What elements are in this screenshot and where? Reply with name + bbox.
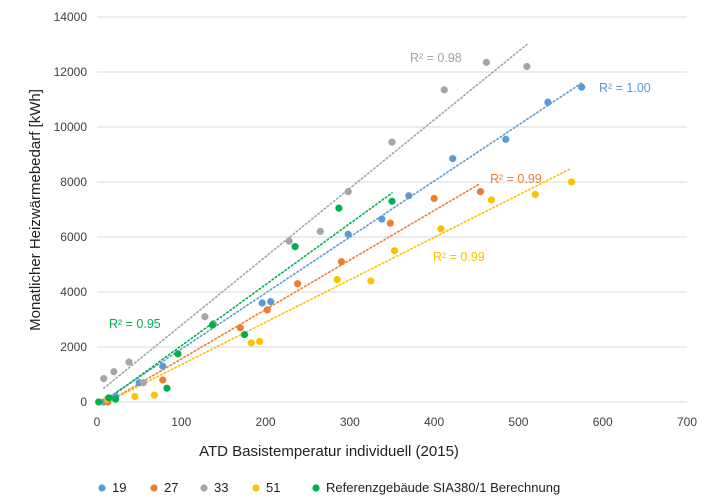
- y-tick-label: 4000: [60, 285, 87, 299]
- data-point: [482, 58, 490, 66]
- x-tick-label: 100: [171, 415, 191, 429]
- data-point: [388, 197, 396, 205]
- y-tick-label: 2000: [60, 340, 87, 354]
- data-point: [208, 321, 217, 329]
- r2-label: R² = 0.95: [109, 317, 161, 331]
- data-point: [440, 86, 448, 94]
- data-point: [291, 243, 299, 251]
- x-tick-label: 500: [508, 415, 528, 429]
- data-point: [258, 299, 266, 307]
- trendline-33: [102, 43, 528, 390]
- data-point: [430, 194, 438, 203]
- data-point: [405, 192, 413, 200]
- data-point: [378, 215, 386, 223]
- data-point: [285, 237, 293, 245]
- legend-label: 19: [112, 480, 126, 495]
- legend-marker: [150, 484, 158, 492]
- trendline-19: [102, 82, 583, 402]
- x-tick-label: 0: [94, 415, 101, 429]
- trendline-27: [107, 182, 482, 403]
- data-point: [386, 219, 394, 227]
- x-tick-label: 400: [424, 415, 444, 429]
- data-point: [201, 313, 209, 321]
- data-point: [247, 339, 255, 347]
- data-point: [344, 230, 352, 238]
- trendlines: [102, 43, 583, 403]
- data-point: [335, 204, 343, 212]
- data-point: [316, 227, 324, 236]
- data-points: [95, 58, 586, 406]
- data-point: [159, 376, 167, 384]
- data-point: [523, 62, 531, 71]
- y-tick-label: 12000: [54, 65, 88, 79]
- data-point: [100, 375, 108, 383]
- data-point: [110, 368, 118, 376]
- data-point: [131, 392, 139, 401]
- legend: 19 27 33 51 Referenzgebäude SIA380/1 Berechn…: [98, 480, 560, 495]
- data-point: [437, 225, 445, 233]
- legend-label: 33: [214, 480, 228, 495]
- r2-labels: R² = 1.00 R² = 0.99 R² = 0.98 R² = 0.99 R² =…: [109, 51, 651, 331]
- data-point: [263, 306, 271, 314]
- data-point: [267, 298, 275, 306]
- data-point: [236, 324, 244, 332]
- x-tick-label: 600: [593, 415, 613, 429]
- data-point: [333, 276, 341, 284]
- data-point: [337, 258, 346, 266]
- trendline-referenzgebäude: [102, 192, 393, 403]
- data-point: [567, 178, 576, 186]
- y-tick-label: 6000: [60, 230, 87, 244]
- data-point: [476, 188, 485, 196]
- legend-marker: [312, 484, 320, 492]
- y-tick-label: 14000: [54, 10, 88, 24]
- legend-marker: [98, 484, 106, 492]
- x-axis-title: ATD Basistemperatur individuell (2015): [199, 443, 459, 460]
- y-axis-title: Monatlicher Heizwärmebedarf [kWh]: [27, 89, 44, 331]
- data-point: [294, 280, 302, 288]
- x-tick-label: 300: [340, 415, 360, 429]
- y-tick-label: 8000: [60, 175, 87, 189]
- data-point: [95, 398, 103, 406]
- y-tick-label: 0: [80, 395, 87, 409]
- data-point: [139, 379, 147, 387]
- data-point: [487, 196, 496, 204]
- r2-label: R² = 0.99: [433, 250, 485, 264]
- data-point: [388, 138, 396, 146]
- legend-label: Referenzgebäude SIA380/1 Berechnung: [326, 480, 560, 495]
- data-point: [390, 247, 399, 255]
- y-tick-label: 10000: [54, 120, 88, 134]
- trendline-51: [106, 167, 573, 403]
- x-tick-label: 200: [256, 415, 276, 429]
- r2-label: R² = 0.99: [490, 172, 542, 186]
- legend-marker: [252, 484, 260, 492]
- data-point: [174, 350, 182, 358]
- data-point: [344, 188, 352, 196]
- data-point: [111, 395, 120, 403]
- data-point: [367, 277, 375, 285]
- legend-marker: [200, 484, 208, 492]
- data-point: [125, 358, 133, 366]
- r2-label: R² = 1.00: [599, 81, 651, 95]
- tick-labels: 0 2000 4000 6000 8000 10000 12000 14000 0 100 200 3…: [54, 10, 698, 429]
- data-point: [531, 190, 539, 198]
- data-point: [105, 394, 113, 402]
- data-point: [159, 362, 167, 370]
- grid: [97, 16, 687, 403]
- data-point: [578, 83, 586, 91]
- data-point: [240, 331, 249, 339]
- data-point: [502, 135, 510, 143]
- data-point: [256, 337, 264, 346]
- data-point: [544, 98, 552, 106]
- data-point: [150, 391, 158, 399]
- legend-label: 51: [266, 480, 280, 495]
- x-tick-label: 700: [677, 415, 697, 429]
- data-point: [163, 384, 171, 392]
- r2-label: R² = 0.98: [410, 51, 462, 65]
- legend-label: 27: [164, 480, 178, 495]
- data-point: [449, 155, 457, 163]
